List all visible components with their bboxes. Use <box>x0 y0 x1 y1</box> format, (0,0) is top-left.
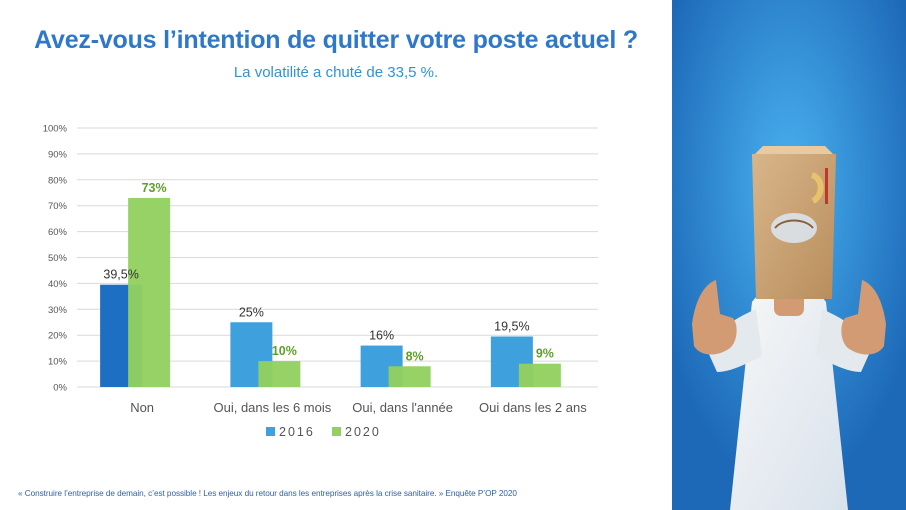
data-label-2020: 9% <box>536 347 554 361</box>
category-label: Non <box>130 400 154 415</box>
data-label-2020: 10% <box>272 344 297 358</box>
data-label-2016: 25% <box>239 305 264 319</box>
data-label-2016: 19,5% <box>494 319 529 333</box>
data-label-2020: 73% <box>142 181 167 195</box>
person-bag-over-head-thumbs-up-icon <box>672 0 906 510</box>
bar-2020 <box>258 361 301 387</box>
eye-fold-shape <box>774 219 814 229</box>
y-tick-label: 60% <box>48 227 68 238</box>
left-sleeve-shape <box>708 309 762 372</box>
y-tick-label: 40% <box>48 279 68 290</box>
category-label: Oui dans les 2 ans <box>479 400 587 415</box>
y-tick-label: 0% <box>53 383 67 394</box>
legend-label-2020: 2020 <box>345 425 381 439</box>
right-sleeve-shape <box>816 309 870 372</box>
bar-2020 <box>388 366 431 387</box>
photo-panel <box>672 0 906 510</box>
bag-stripe-shape <box>825 168 828 204</box>
source-footnote: « Construire l’entreprise de demain, c’e… <box>18 489 517 498</box>
face-cutout-shape <box>771 213 817 243</box>
data-label-2016: 39,5% <box>103 268 138 282</box>
paper-bag-top-shape <box>755 146 833 154</box>
y-tick-label: 10% <box>48 357 68 368</box>
y-tick-label: 90% <box>48 149 68 160</box>
y-tick-label: 20% <box>48 331 68 342</box>
category-label: Oui, dans les 6 mois <box>213 400 331 415</box>
bar-chart: 0% 10% 20% 30% 40% 50% 60% 70% 80% 90% 100% 39,5% 73… <box>43 124 598 439</box>
y-tick-label: 100% <box>43 124 68 135</box>
right-thumb-hand-shape <box>841 280 886 355</box>
category-label: Oui, dans l'année <box>352 400 453 415</box>
legend-swatch-2016 <box>266 427 275 436</box>
slide-title: Avez-vous l’intention de quitter votre p… <box>34 26 638 54</box>
y-tick-label: 50% <box>48 253 68 264</box>
left-thumb-hand-shape <box>692 280 737 355</box>
logo-arch-shape <box>810 172 824 204</box>
y-tick-label: 70% <box>48 201 68 212</box>
slide-subtitle: La volatilité a chuté de 33,5 %. <box>233 64 439 81</box>
bar-2020 <box>128 197 171 387</box>
bar-2020 <box>518 363 561 387</box>
legend-label-2016: 2016 <box>279 425 315 439</box>
y-tick-label: 30% <box>48 305 68 316</box>
legend-swatch-2020 <box>332 427 341 436</box>
data-label-2020: 8% <box>406 349 424 363</box>
data-label-2016: 16% <box>369 329 394 343</box>
y-tick-label: 80% <box>48 175 68 186</box>
